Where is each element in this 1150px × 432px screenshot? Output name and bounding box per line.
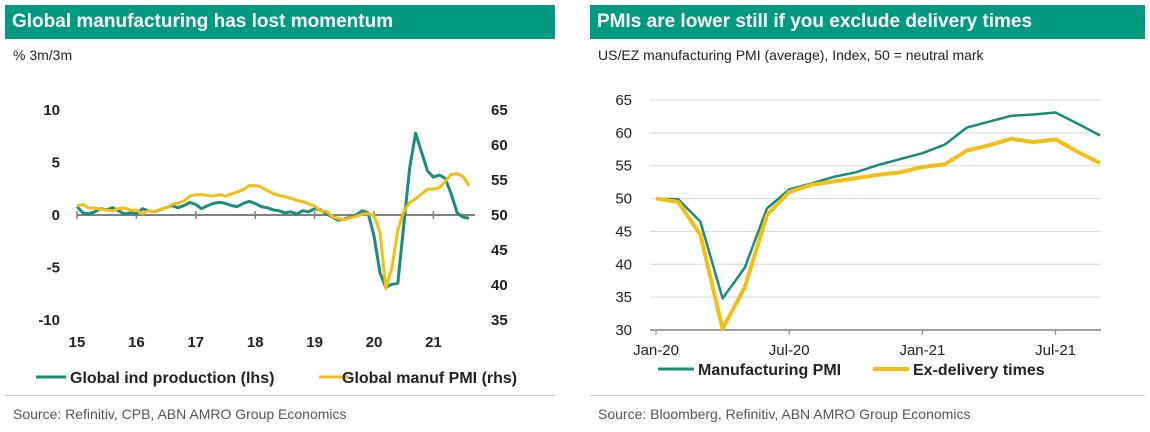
source-note: Source: Bloomberg, Refinitiv, ABN AMRO G… bbox=[598, 406, 971, 422]
divider bbox=[590, 395, 1145, 396]
x-tick-label: Jul-21 bbox=[1035, 342, 1076, 359]
x-tick-label: 15 bbox=[69, 334, 86, 351]
chart-panel-left: Global manufacturing has lost momentum %… bbox=[5, 5, 555, 427]
series-manuf-pmi-line bbox=[76, 172, 471, 290]
y-tick-label: 30 bbox=[615, 322, 632, 339]
source-note: Source: Refinitiv, CPB, ABN AMRO Group E… bbox=[13, 406, 347, 422]
y-tick-label: 35 bbox=[615, 289, 632, 306]
x-tick-label: Jan-21 bbox=[899, 342, 945, 359]
series-ind-production-line bbox=[75, 131, 470, 289]
y-tick-right: 65 bbox=[491, 102, 508, 119]
x-tick-label: 18 bbox=[247, 334, 264, 351]
y-tick-right: 55 bbox=[491, 172, 508, 189]
y-tick-right: 40 bbox=[491, 277, 508, 294]
chart-panel-right: PMIs are lower still if you exclude deli… bbox=[590, 5, 1145, 427]
chart-subtitle: % 3m/3m bbox=[13, 47, 73, 63]
y-tick-left: 0 bbox=[52, 207, 60, 224]
x-tick-label: 20 bbox=[366, 334, 383, 351]
legend-label: Global ind production (lhs) bbox=[70, 370, 274, 387]
x-tick-label: 21 bbox=[425, 334, 442, 351]
chart-subtitle: US/EZ manufacturing PMI (average), Index… bbox=[598, 47, 984, 63]
y-tick-label: 60 bbox=[615, 125, 632, 142]
x-tick-label: 19 bbox=[306, 334, 323, 351]
y-tick-label: 50 bbox=[615, 191, 632, 208]
legend-label: Ex-delivery times bbox=[913, 362, 1045, 379]
x-tick-label: 17 bbox=[187, 334, 204, 351]
divider bbox=[5, 395, 555, 396]
series-ex-delivery-line bbox=[655, 136, 1101, 331]
y-tick-left: -10 bbox=[38, 312, 60, 329]
chart-title: PMIs are lower still if you exclude deli… bbox=[590, 5, 1145, 39]
y-tick-right: 50 bbox=[491, 207, 508, 224]
y-tick-label: 40 bbox=[615, 256, 632, 273]
legend-label: Global manuf PMI (rhs) bbox=[342, 370, 517, 387]
y-tick-label: 55 bbox=[615, 158, 632, 175]
series-manufacturing-pmi-line bbox=[655, 111, 1101, 300]
y-tick-label: 65 bbox=[615, 92, 632, 109]
y-tick-right: 60 bbox=[491, 137, 508, 154]
x-tick-label: Jul-20 bbox=[769, 342, 810, 359]
y-tick-label: 45 bbox=[615, 223, 632, 240]
x-tick-label: 16 bbox=[128, 334, 145, 351]
y-tick-right: 45 bbox=[491, 242, 508, 259]
y-tick-left: 5 bbox=[52, 155, 60, 172]
y-tick-left: -5 bbox=[47, 260, 60, 277]
y-tick-right: 35 bbox=[491, 312, 508, 329]
y-tick-left: 10 bbox=[43, 102, 60, 119]
chart-title: Global manufacturing has lost momentum bbox=[5, 5, 555, 39]
legend-label: Manufacturing PMI bbox=[698, 362, 841, 379]
x-tick-label: Jan-20 bbox=[633, 342, 679, 359]
